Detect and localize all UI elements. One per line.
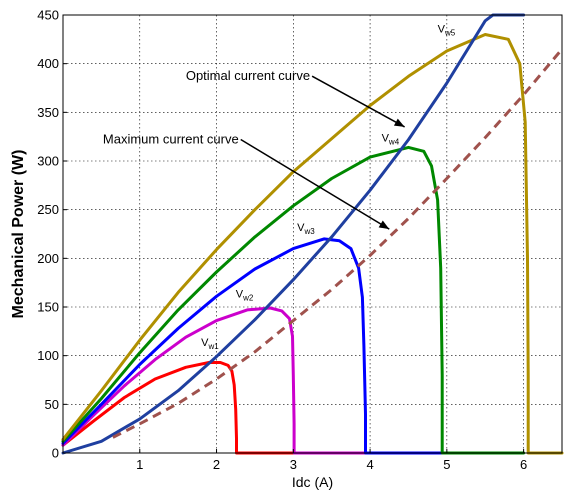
y-tick-label: 0 (52, 446, 59, 461)
y-axis-label: Mechanical Power (W) (10, 150, 27, 319)
y-tick-label: 400 (37, 56, 59, 71)
series-line-maximum-current-curve (112, 48, 564, 439)
series-line-vw2 (61, 306, 372, 455)
curves (61, 13, 564, 455)
x-tick-label: 4 (366, 457, 373, 472)
x-tick-label: 6 (520, 457, 527, 472)
y-tick-label: 100 (37, 348, 59, 363)
x-tick-label: 2 (213, 457, 220, 472)
y-tick-label: 300 (37, 154, 59, 169)
y-tick-label: 250 (37, 202, 59, 217)
series-line-vw3 (61, 237, 449, 455)
y-tick-label: 50 (45, 397, 59, 412)
annotation-arrowhead (393, 118, 405, 127)
series-label-vw1: Vw1 (201, 337, 219, 351)
series-line-optimal-current-curve (61, 13, 526, 455)
annotations: Optimal current curve Maximum current cur… (103, 68, 405, 230)
series-label-vw3: Vw3 (297, 222, 315, 236)
ticks: 1 2 3 4 5 6 0 50 100 150 200 250 300 350 400 450 (37, 8, 527, 473)
annotation-text: Optimal current curve (186, 68, 310, 83)
series-label-vw4: Vw4 (382, 133, 400, 147)
annotation-text: Maximum current curve (103, 131, 239, 146)
x-tick-label: 5 (443, 457, 450, 472)
series-label-vw2: Vw2 (236, 288, 254, 302)
y-tick-label: 450 (37, 8, 59, 23)
series-line-vw4 (61, 145, 526, 455)
y-tick-label: 150 (37, 300, 59, 315)
series-line-vw5 (61, 33, 564, 455)
x-axis-label: Idc (A) (292, 474, 333, 490)
curve-labels: Vw1 Vw2 Vw3 Vw4 Vw5 (201, 24, 456, 351)
y-tick-label: 350 (37, 105, 59, 120)
annotation-arrowhead (378, 220, 390, 230)
plot-frame (62, 14, 563, 454)
series-label-vw5: Vw5 (438, 24, 456, 38)
annotation-arrow (311, 75, 405, 128)
x-tick-label: 1 (136, 457, 143, 472)
annotation-arrow (240, 138, 390, 230)
y-tick-label: 200 (37, 251, 59, 266)
x-tick-label: 3 (290, 457, 297, 472)
